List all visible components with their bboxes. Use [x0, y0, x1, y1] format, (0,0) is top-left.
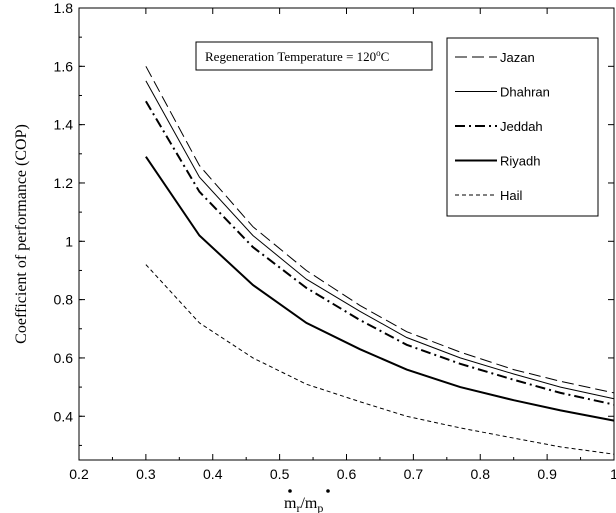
- legend-label-riyadh: Riyadh: [500, 154, 540, 169]
- annotation-unit: C: [381, 49, 390, 64]
- x-title-dot-2: [326, 489, 330, 493]
- legend-label-jeddah: Jeddah: [500, 119, 543, 134]
- x-title-m2: m: [305, 495, 318, 512]
- plot-frame: [78, 7, 615, 461]
- y-tick-label: 0.4: [54, 408, 74, 424]
- y-tick-label: 1.6: [54, 58, 74, 74]
- y-tick-label: 1: [65, 233, 73, 249]
- legend-label-jazan: Jazan: [500, 50, 535, 65]
- ticks-layer: 0.2 0.3 0.4 0.5 0.6 0.7 0.8 0.9 1 0.4 0.6 0.8 1 1.2 1.…: [54, 0, 616, 482]
- x-tick-label: 0.8: [471, 466, 491, 482]
- annotation-text: Regeneration Temperature = 120oC: [205, 48, 389, 64]
- y-tick-label: 0.6: [54, 350, 74, 366]
- series-line-jeddah: [145, 100, 615, 406]
- legend: Jazan Dhahran Jeddah Riyadh Hail: [446, 37, 599, 217]
- x-tick-label: 0.9: [537, 466, 557, 482]
- x-title-m1: m: [284, 495, 297, 512]
- legend-items: Jazan Dhahran Jeddah Riyadh Hail: [455, 50, 550, 203]
- annotation-box: [195, 41, 433, 71]
- legend-box: [446, 37, 599, 217]
- x-axis-title: mr/mp: [284, 489, 330, 513]
- x-title-dot-1: [288, 489, 292, 493]
- x-tick-label: 0.4: [203, 466, 223, 482]
- series-layer: [145, 66, 615, 455]
- y-tick-label: 1.2: [54, 175, 74, 191]
- svg-text:mr/mp: mr/mp: [284, 495, 323, 513]
- x-tick-label: 0.6: [337, 466, 357, 482]
- annotation-sup: o: [376, 48, 381, 58]
- x-tick-label: 1: [610, 466, 616, 482]
- x-tick-label: 0.5: [270, 466, 290, 482]
- x-tick-label: 0.2: [69, 466, 89, 482]
- legend-label-dhahran: Dhahran: [500, 85, 550, 100]
- series-line-hail: [145, 264, 615, 455]
- series-line-jazan: [145, 66, 615, 394]
- x-tick-label: 0.7: [404, 466, 424, 482]
- annotation: Regeneration Temperature = 120oC: [195, 41, 433, 71]
- series-line-dhahran: [145, 80, 615, 400]
- legend-label-hail: Hail: [500, 188, 523, 203]
- y-tick-label: 1.4: [54, 117, 74, 133]
- annotation-main: Regeneration Temperature = 120: [205, 49, 376, 64]
- y-tick-label: 1.8: [54, 0, 74, 16]
- y-tick-label: 0.8: [54, 292, 74, 308]
- x-title-sub1: r: [296, 501, 300, 513]
- series-line-riyadh: [145, 156, 615, 422]
- x-title-sub2: p: [317, 501, 323, 513]
- x-title-slash: /: [300, 495, 305, 512]
- y-axis-title: Coefficient of performance (COP): [13, 124, 30, 344]
- x-tick-label: 0.3: [136, 466, 156, 482]
